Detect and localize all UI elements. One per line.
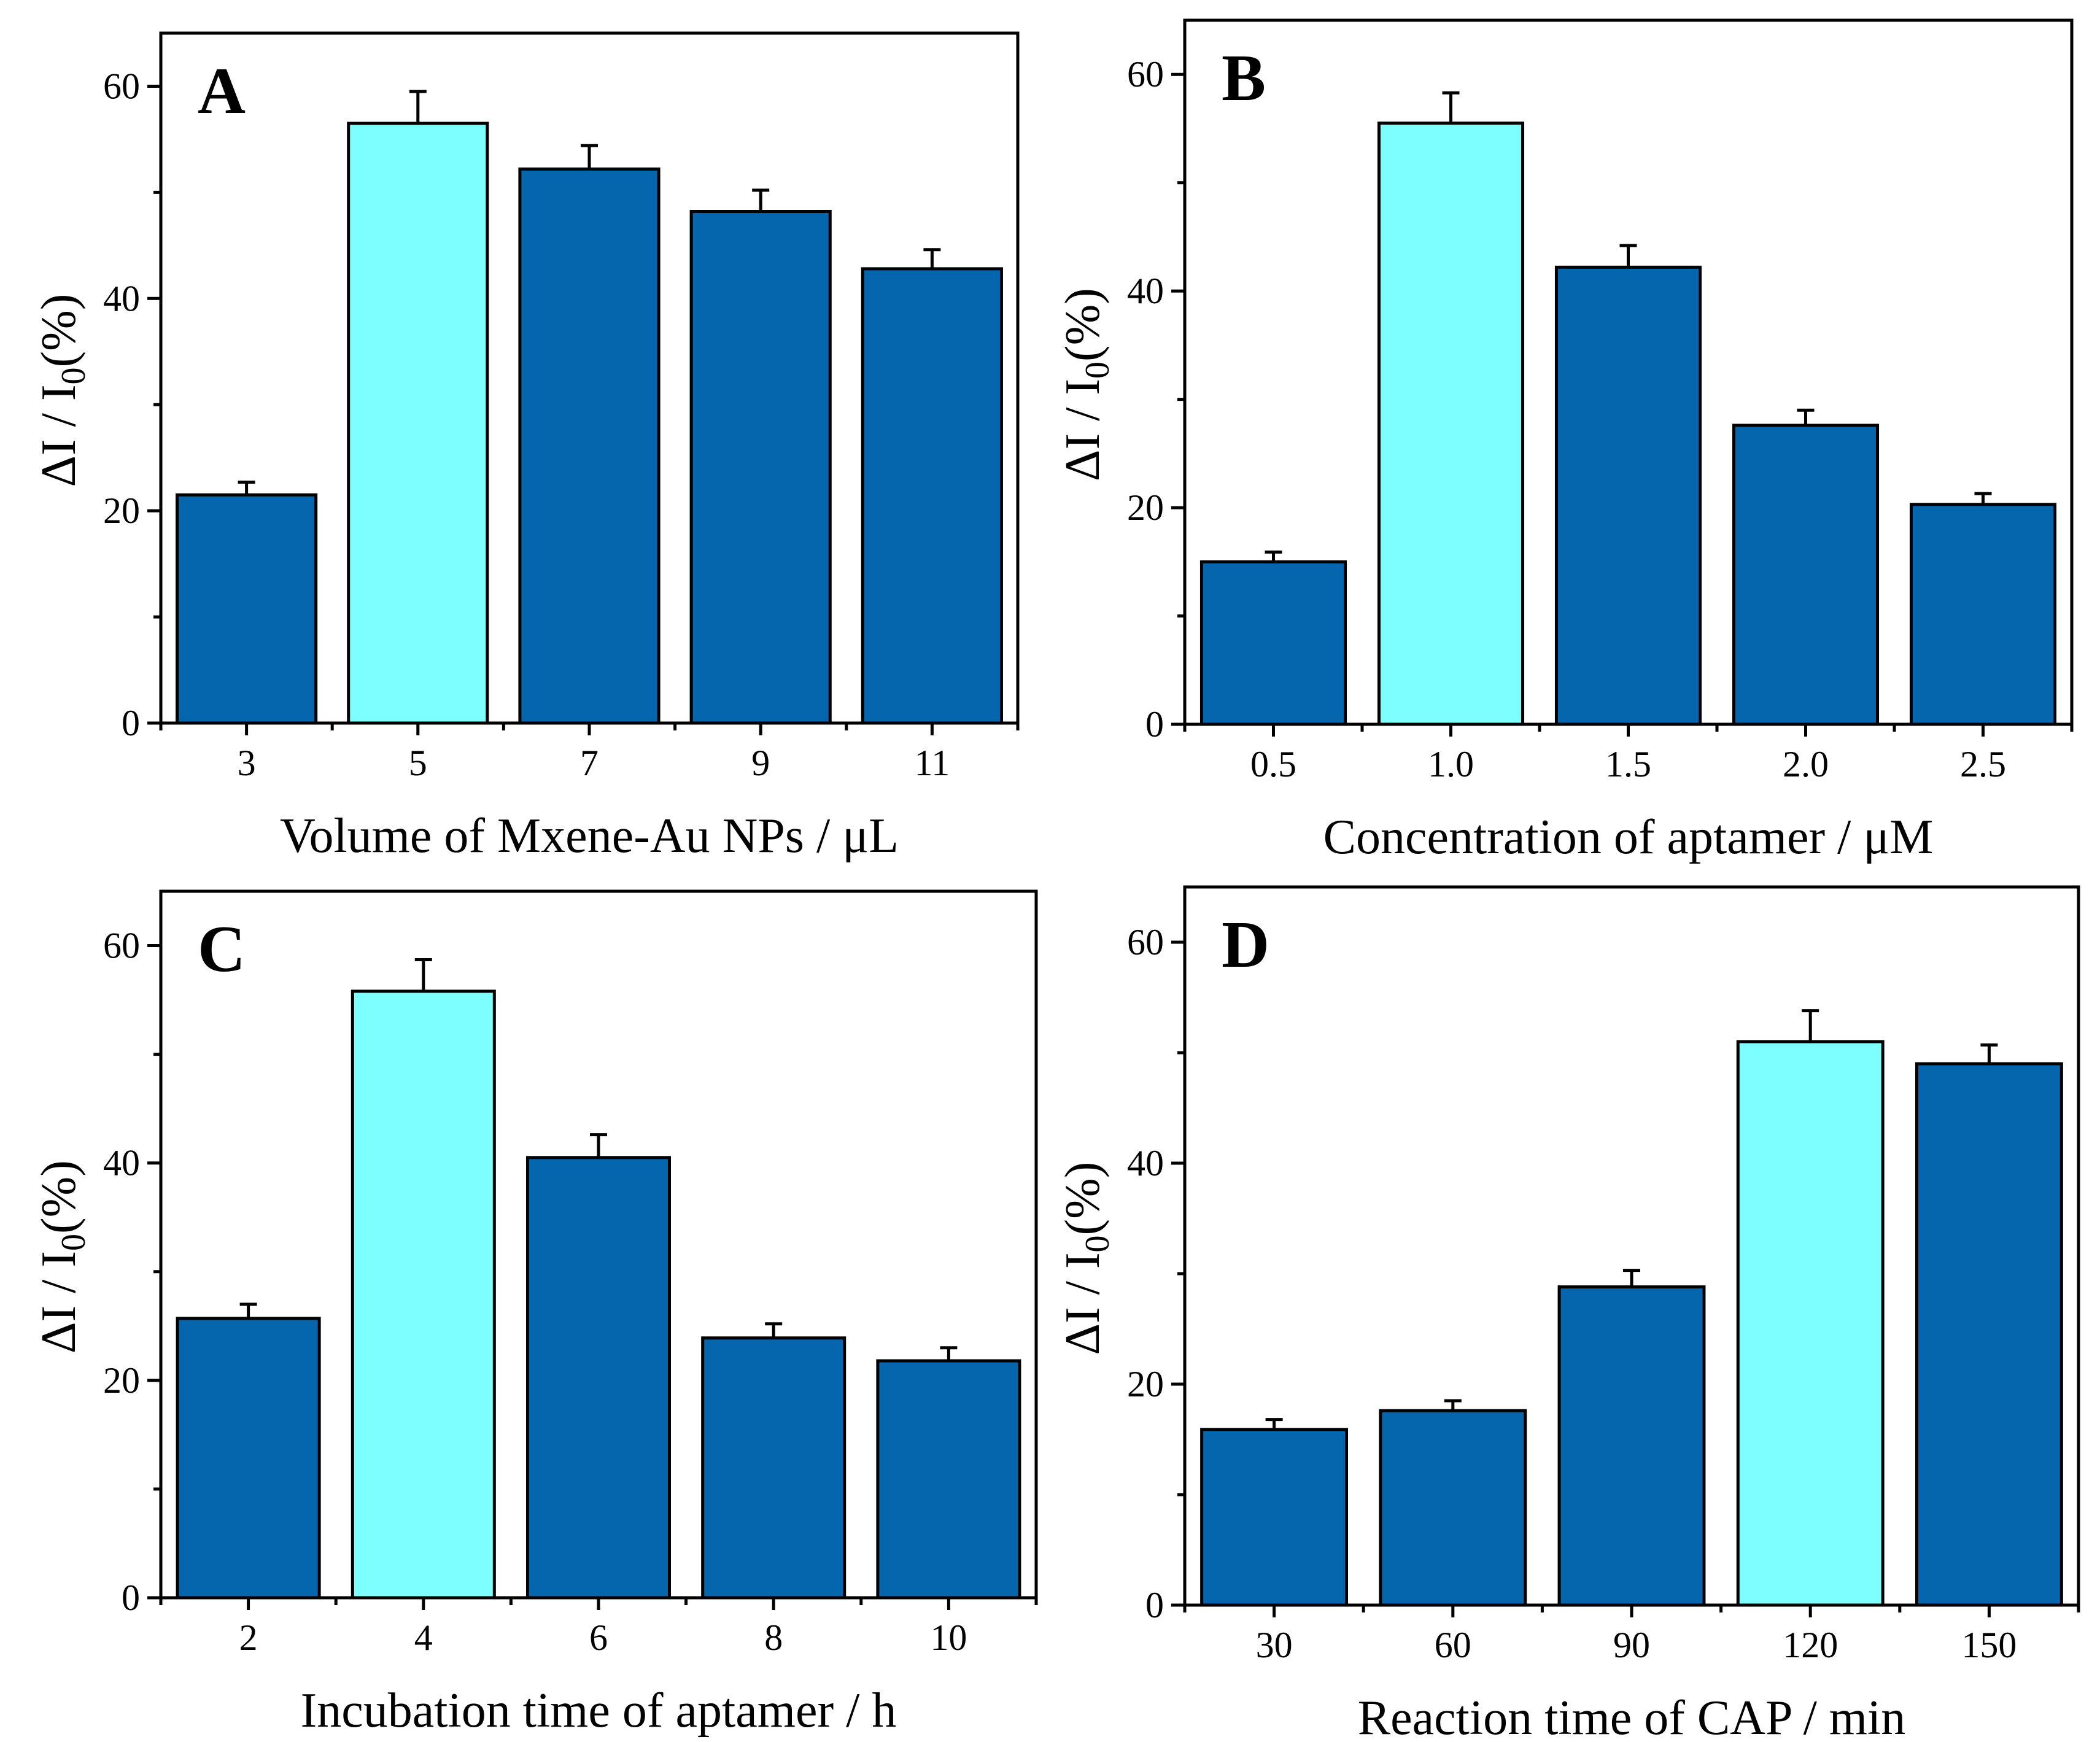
y-tick-label: 0 — [122, 703, 140, 743]
bar — [1915, 1062, 2063, 1607]
bar — [1554, 265, 1702, 726]
bar — [1732, 424, 1880, 726]
x-tick-label: 2.0 — [1783, 744, 1829, 784]
y-axis-label-subscript: 0 — [55, 1234, 93, 1251]
y-axis-label-subscript: 0 — [55, 367, 93, 384]
panel-c: 0 20 40 60 2 4 6 8 10 Incubation time of aptamer … — [32, 889, 1038, 1738]
x-tick-label: 0.5 — [1250, 744, 1296, 784]
x-tick-label: 10 — [930, 1617, 967, 1658]
x-tick-label: 1.0 — [1428, 744, 1474, 784]
x-axis-label: Volume of Mxene-Au NPs / μL — [280, 809, 899, 863]
y-axis-label-main: ΔI / I — [32, 1251, 86, 1353]
panel-letter: D — [1222, 908, 1269, 981]
bar — [701, 1336, 847, 1600]
y-tick-label: 20 — [1127, 1364, 1164, 1404]
y-axis-label-subscript: 0 — [1079, 362, 1117, 379]
x-axis-label: Reaction time of CAP / min — [1358, 1691, 1906, 1742]
panel-letter: B — [1222, 42, 1266, 115]
bar — [518, 167, 661, 725]
x-tick-label: 6 — [589, 1617, 608, 1658]
x-tick-label: 60 — [1435, 1625, 1471, 1665]
x-tick-label: 150 — [1961, 1625, 2017, 1665]
y-tick-label: 40 — [1127, 271, 1164, 311]
x-tick-label: 9 — [751, 743, 770, 783]
y-axis-label-main: ΔI / I — [32, 384, 86, 487]
x-tick-label: 7 — [580, 743, 599, 783]
x-tick-label: 1.5 — [1605, 744, 1651, 784]
y-axis-label: ΔI / I0(%) — [1056, 1162, 1117, 1355]
y-tick-label: 0 — [122, 1577, 140, 1618]
x-tick-label: 3 — [238, 743, 256, 783]
bar — [876, 1359, 1021, 1600]
y-axis-label-main: ΔI / I — [1056, 1252, 1110, 1355]
y-axis-label-unit: (%) — [32, 294, 86, 368]
x-tick-label: 11 — [915, 743, 950, 783]
bar — [351, 989, 496, 1600]
y-tick-label: 40 — [1127, 1143, 1164, 1183]
y-tick-label: 40 — [103, 278, 140, 319]
bar — [176, 1317, 321, 1600]
panel-b: 0 20 40 60 0.5 1.0 1.5 2.0 2.5 Concentration of a… — [1056, 18, 2074, 864]
bar — [689, 210, 832, 725]
x-tick-label: 5 — [409, 743, 427, 783]
y-tick-label: 0 — [1145, 1585, 1164, 1625]
x-tick-label: 30 — [1256, 1625, 1293, 1665]
x-tick-label: 2.5 — [1960, 744, 2006, 784]
bar — [1736, 1040, 1885, 1607]
y-axis-label: ΔI / I0(%) — [1056, 288, 1117, 481]
bar — [1909, 503, 2057, 726]
panel-letter: A — [198, 55, 246, 128]
y-axis-label-subscript: 0 — [1079, 1235, 1117, 1252]
y-axis-label-unit: (%) — [1056, 288, 1110, 362]
x-tick-label: 4 — [414, 1617, 433, 1658]
y-tick-label: 60 — [103, 926, 140, 966]
y-tick-label: 0 — [1145, 704, 1164, 745]
x-axis-label: Incubation time of aptamer / h — [301, 1684, 897, 1738]
y-axis-label-main: ΔI / I — [1056, 379, 1110, 481]
bar — [176, 493, 318, 725]
bar — [347, 122, 489, 725]
x-tick-label: 2 — [239, 1617, 258, 1658]
y-tick-label: 20 — [1127, 487, 1164, 528]
y-tick-label: 20 — [103, 490, 140, 531]
x-tick-label: 90 — [1613, 1625, 1650, 1665]
bar — [1199, 560, 1347, 726]
x-axis-label: Concentration of aptamer / μM — [1323, 810, 1934, 864]
x-tick-label: 120 — [1783, 1625, 1838, 1665]
bar — [525, 1156, 672, 1600]
panel-letter: C — [198, 913, 246, 986]
bar — [1200, 1428, 1349, 1607]
y-axis-label: ΔI / I0(%) — [32, 1160, 93, 1353]
y-tick-label: 60 — [1127, 922, 1164, 962]
y-tick-label: 40 — [103, 1143, 140, 1183]
y-axis-label-unit: (%) — [32, 1160, 86, 1234]
y-axis-label-unit: (%) — [1056, 1162, 1110, 1236]
bar — [1379, 1409, 1527, 1607]
panel-a: 0 20 40 60 3 5 7 9 11 Volume of Mxene-Au NPs / μL… — [32, 31, 1020, 863]
y-tick-label: 60 — [103, 66, 140, 106]
bar — [1377, 122, 1525, 726]
y-axis-label: ΔI / I0(%) — [32, 294, 93, 487]
y-tick-label: 60 — [1127, 54, 1164, 95]
bar — [861, 267, 1003, 725]
x-tick-label: 8 — [764, 1617, 783, 1658]
panel-d: 0 20 40 60 30 60 90 120 150 Reaction time of CAP … — [1056, 885, 2080, 1742]
bar — [1557, 1285, 1706, 1607]
y-tick-label: 20 — [103, 1360, 140, 1401]
